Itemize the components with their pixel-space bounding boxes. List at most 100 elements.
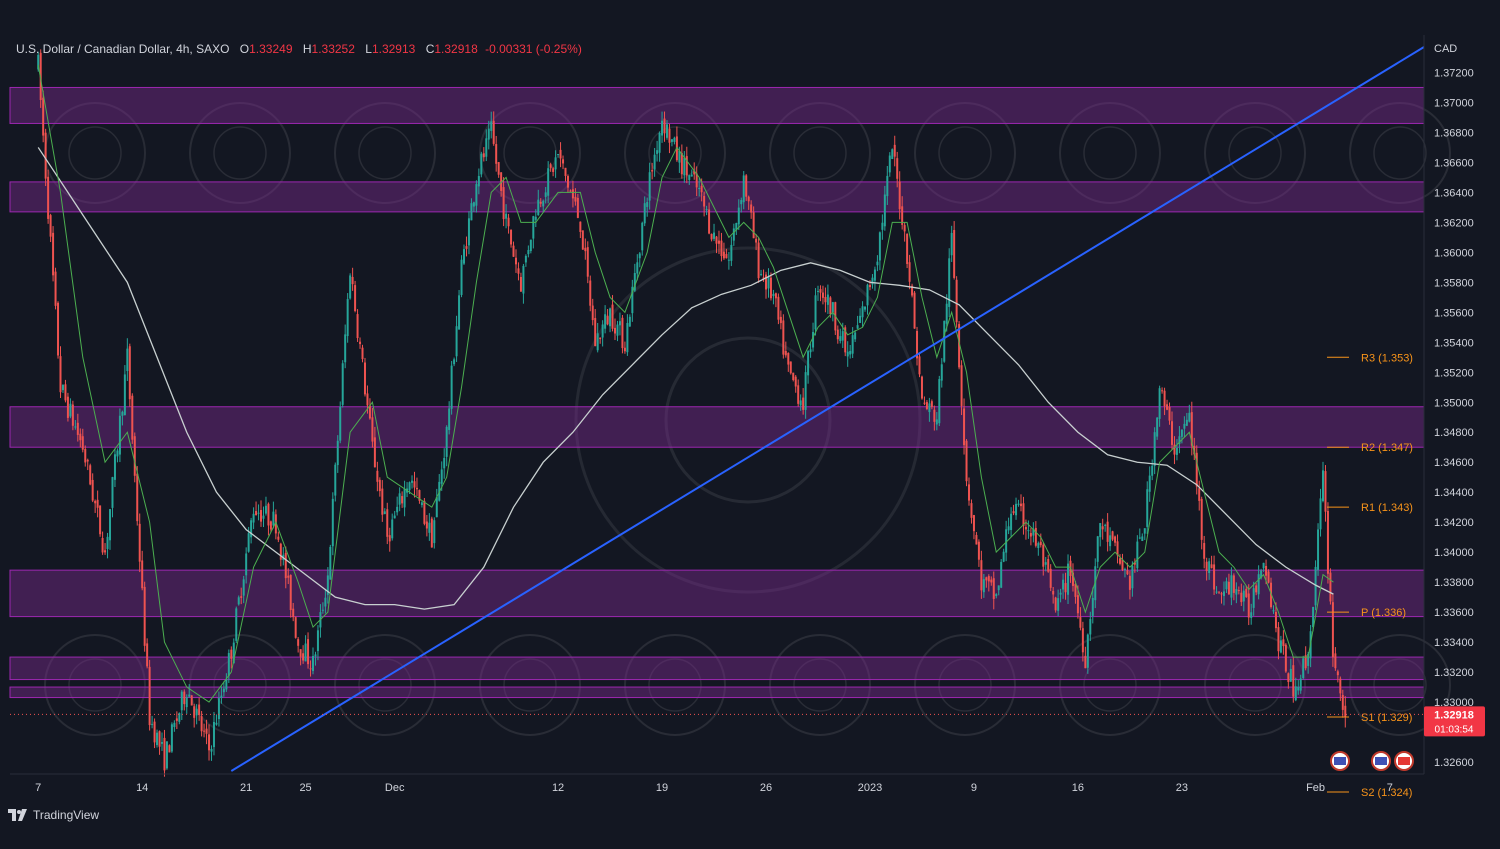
candle <box>618 312 621 336</box>
candle <box>126 338 129 381</box>
candle <box>1049 564 1052 592</box>
candle <box>413 471 416 498</box>
price-tick-label: 1.33200 <box>1434 667 1474 679</box>
candle <box>527 245 530 258</box>
time-axis[interactable]: 7 14 21 25 Dec 12 19 26 2023 9 16 23 Feb 7 <box>35 782 1393 794</box>
candle <box>448 401 451 435</box>
last-price-badge <box>1424 706 1485 737</box>
candle <box>302 645 305 664</box>
candle <box>668 123 671 154</box>
pivot-label-5: S2 (1.324) <box>1361 787 1412 799</box>
candle <box>118 408 121 463</box>
candle <box>490 111 493 139</box>
candle <box>735 222 738 235</box>
candle <box>1042 542 1045 576</box>
us-flag-icon[interactable] <box>1371 751 1391 771</box>
candle <box>883 185 886 231</box>
candle <box>212 711 215 756</box>
candle <box>1153 427 1156 475</box>
candle <box>584 238 587 260</box>
us-flag-icon[interactable] <box>1330 751 1350 771</box>
currency-label: CAD <box>1434 43 1457 55</box>
candle <box>180 690 183 720</box>
candle <box>472 201 475 212</box>
candle <box>287 568 290 585</box>
candle <box>198 697 201 721</box>
candle <box>537 189 540 216</box>
time-tick-label: 19 <box>656 782 668 794</box>
candle <box>963 398 966 455</box>
symbol-header[interactable]: U.S. Dollar / Canadian Dollar, 4h, SAXO … <box>16 42 582 56</box>
candle <box>589 275 592 312</box>
candle <box>787 352 790 372</box>
candle <box>631 279 634 322</box>
candle <box>123 365 126 416</box>
candle <box>522 263 525 304</box>
price-tick-label: 1.34400 <box>1434 487 1474 499</box>
watermark-logo <box>624 102 726 204</box>
watermark-logo <box>769 634 871 736</box>
tradingview-footer[interactable]: TradingView <box>8 808 99 822</box>
moving-average-layer <box>37 64 1334 703</box>
candle <box>562 155 565 170</box>
candle <box>1277 622 1280 660</box>
candle <box>953 221 956 280</box>
candle <box>1096 535 1099 569</box>
slow-moving-average-line <box>37 147 1334 610</box>
candle <box>106 532 109 559</box>
candle <box>547 161 550 204</box>
candle <box>495 135 498 172</box>
zone-2 <box>9 406 1425 448</box>
candle <box>930 399 933 410</box>
candle <box>1272 605 1275 614</box>
price-tick-label: 1.36600 <box>1434 157 1474 169</box>
ascending-trendline[interactable] <box>230 46 1425 772</box>
candle <box>336 435 339 473</box>
price-tick-label: 1.36000 <box>1434 247 1474 259</box>
candle <box>544 186 547 204</box>
time-tick-label: 12 <box>552 782 564 794</box>
candle <box>849 344 852 359</box>
candle <box>968 477 971 506</box>
price-axis[interactable]: CAD 1.37200 1.37000 1.36800 1.36600 1.36400 1… <box>1434 43 1474 769</box>
candle <box>1138 528 1141 540</box>
candle <box>794 375 797 393</box>
candle <box>1029 528 1032 546</box>
candle <box>465 236 468 257</box>
price-tick-label: 1.35000 <box>1434 397 1474 409</box>
candle <box>1302 655 1305 680</box>
watermark-logo <box>769 102 871 204</box>
candle <box>740 197 743 213</box>
price-tick-label: 1.33800 <box>1434 577 1474 589</box>
candle <box>104 543 107 555</box>
candle <box>1242 585 1245 612</box>
canada-flag-icon[interactable] <box>1394 751 1414 771</box>
candle <box>183 689 186 711</box>
candle <box>346 293 349 343</box>
candle <box>688 174 691 185</box>
candle <box>982 573 985 598</box>
candle <box>665 120 668 140</box>
candle <box>683 151 686 183</box>
candle <box>363 357 366 397</box>
candle <box>1086 633 1089 674</box>
candle <box>1297 680 1300 695</box>
time-tick-label: 7 <box>1387 782 1393 794</box>
candle <box>1168 402 1171 425</box>
candle <box>767 268 770 298</box>
candle <box>717 230 720 255</box>
candle <box>398 487 401 512</box>
trendline-layer[interactable] <box>230 46 1425 772</box>
candle <box>133 432 136 483</box>
candle <box>1123 567 1126 578</box>
event-flags[interactable] <box>1330 751 1414 771</box>
candle <box>559 142 562 168</box>
candle <box>245 547 248 584</box>
candle <box>1067 554 1070 604</box>
candle <box>1034 521 1037 548</box>
watermark-logo <box>44 634 146 736</box>
candle <box>225 673 228 692</box>
candle <box>354 280 357 313</box>
candle <box>116 448 119 463</box>
